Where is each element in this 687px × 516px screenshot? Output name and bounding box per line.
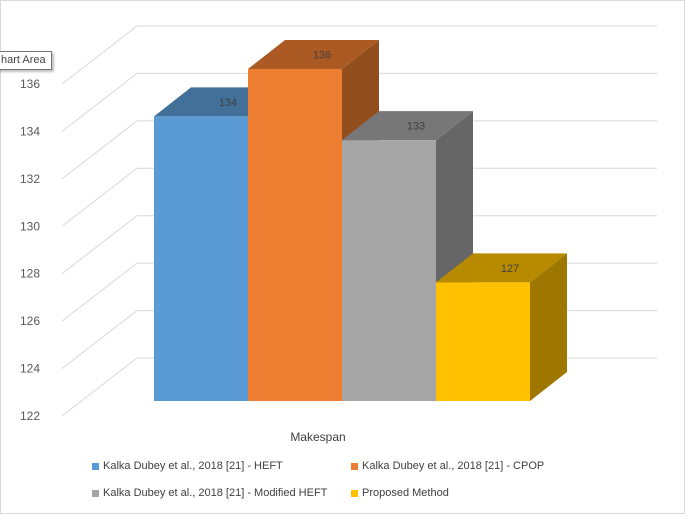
y-tick-label: 136 <box>20 77 40 91</box>
bar-data-label: 133 <box>407 121 425 133</box>
chart-area-tooltip: hart Area <box>0 51 52 70</box>
y-tick-label: 130 <box>20 219 40 233</box>
gridline-side <box>61 73 138 132</box>
bar-front <box>248 69 342 401</box>
y-tick-label: 126 <box>20 314 40 328</box>
legend-item-proposed: Proposed Method <box>351 487 449 499</box>
bars <box>154 40 567 402</box>
bar-top <box>248 40 379 69</box>
bar-data-label: 127 <box>501 263 519 275</box>
gridline-side <box>61 167 138 227</box>
legend-swatch-modified-heft <box>92 489 99 497</box>
y-tick-label: 134 <box>20 124 40 138</box>
legend-swatch-heft <box>92 462 99 470</box>
bar-side <box>530 253 567 401</box>
legend-label-cpop: Kalka Dubey et al., 2018 [21] - CPOP <box>362 460 545 472</box>
legend-item-heft: Kalka Dubey et al., 2018 [21] - HEFT <box>92 460 283 472</box>
legend-label-proposed: Proposed Method <box>362 487 449 499</box>
legend-swatch-proposed <box>351 489 358 497</box>
x-category-label: Makespan <box>290 430 345 444</box>
bar-front <box>436 282 530 401</box>
bar-data-label: 134 <box>219 97 237 109</box>
y-axis-ticks: 122 124 126 128 130 132 134 136 <box>20 77 40 423</box>
y-tick-label: 124 <box>20 362 40 376</box>
bar-front <box>342 140 436 401</box>
gridline-side <box>61 262 138 322</box>
bar-top <box>436 253 567 283</box>
gridline-side <box>61 357 138 417</box>
bar-top <box>342 111 473 141</box>
legend-swatch-cpop <box>351 462 358 470</box>
y-tick-label: 132 <box>20 172 40 186</box>
legend-label-modified-heft: Kalka Dubey et al., 2018 [21] - Modified… <box>103 487 328 499</box>
gridline-side <box>61 215 138 275</box>
bar-front <box>154 116 248 401</box>
gridline-side <box>61 120 138 180</box>
gridline-side <box>61 310 138 369</box>
legend-item-modified-heft: Kalka Dubey et al., 2018 [21] - Modified… <box>92 487 327 499</box>
y-tick-label: 128 <box>20 267 40 281</box>
y-tick-label: 122 <box>20 409 40 423</box>
gridline-side <box>61 25 138 85</box>
data-labels: 134 136 133 127 <box>219 50 519 275</box>
legend-item-cpop: Kalka Dubey et al., 2018 [21] - CPOP <box>351 460 544 472</box>
bar-data-label: 136 <box>313 50 331 62</box>
legend-label-heft: Kalka Dubey et al., 2018 [21] - HEFT <box>103 460 283 472</box>
